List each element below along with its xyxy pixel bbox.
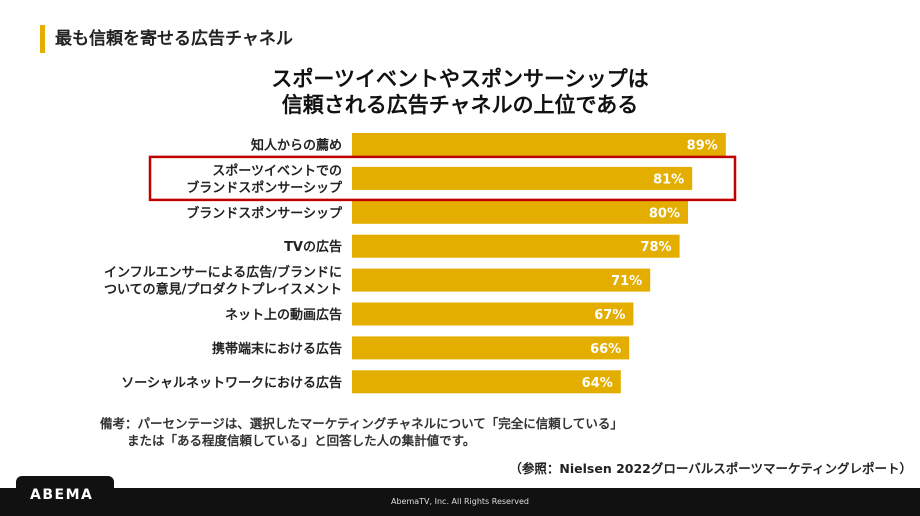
chart-headline-line-2: 信頼される広告チャネルの上位である (281, 93, 639, 117)
source-citation: （参照：Nielsen 2022グローバルスポーツマーケティングレポート） (509, 461, 912, 476)
value-label-6: 67% (594, 308, 625, 323)
copyright-text: AbemaTV, Inc. All Rights Reserved (391, 497, 529, 506)
note-line-1: 備考：パーセンテージは、選択したマーケティングチャネルについて「完全に信頼してい… (100, 416, 623, 431)
bar-5 (352, 268, 651, 292)
abema-logo: ABEMA (30, 487, 94, 503)
bar-3 (352, 200, 688, 224)
note-line-2: または「ある程度信頼している」と回答した人の集計値です。 (127, 433, 476, 448)
bar-7 (352, 336, 630, 360)
category-label-1: 知人からの薦め (251, 138, 342, 154)
category-label-6: ネット上の動画広告 (225, 307, 342, 323)
bar-2 (352, 166, 693, 190)
logo-tab (16, 476, 114, 516)
value-label-7: 66% (590, 342, 621, 357)
category-label-4: TVの広告 (284, 239, 342, 255)
value-label-8: 64% (582, 376, 613, 391)
section-title: 最も信頼を寄せる広告チャネル (40, 25, 293, 53)
category-label-2-line-2: ブランドスポンサーシップ (186, 180, 343, 196)
category-label-3: ブランドスポンサーシップ (186, 205, 343, 221)
chart-headline-line-1: スポーツイベントやスポンサーシップは (271, 67, 649, 91)
bar-4 (352, 234, 680, 258)
category-label-2-line-1: スポーツイベントでの (212, 163, 342, 179)
value-label-1: 89% (687, 139, 718, 154)
value-label-5: 71% (611, 274, 642, 289)
category-label-5-line-1: インフルエンサーによる広告/ブランドに (104, 265, 342, 281)
bar-1 (352, 133, 726, 156)
category-label-7: 携帯端末における広告 (212, 341, 342, 357)
category-label-8: ソーシャルネットワークにおける広告 (121, 375, 342, 391)
bar-8 (352, 370, 621, 394)
value-label-2: 81% (653, 172, 684, 187)
bar-chart: 89%知人からの薦め81%スポーツイベントでのブランドスポンサーシップ80%ブラ… (104, 133, 737, 394)
value-label-4: 78% (640, 240, 671, 255)
highlight-box (148, 155, 737, 202)
bar-6 (352, 302, 634, 326)
category-label-5-line-2: ついての意見/プロダクトプレイスメント (104, 282, 342, 298)
value-label-3: 80% (649, 206, 680, 221)
footer-bar (0, 488, 920, 516)
